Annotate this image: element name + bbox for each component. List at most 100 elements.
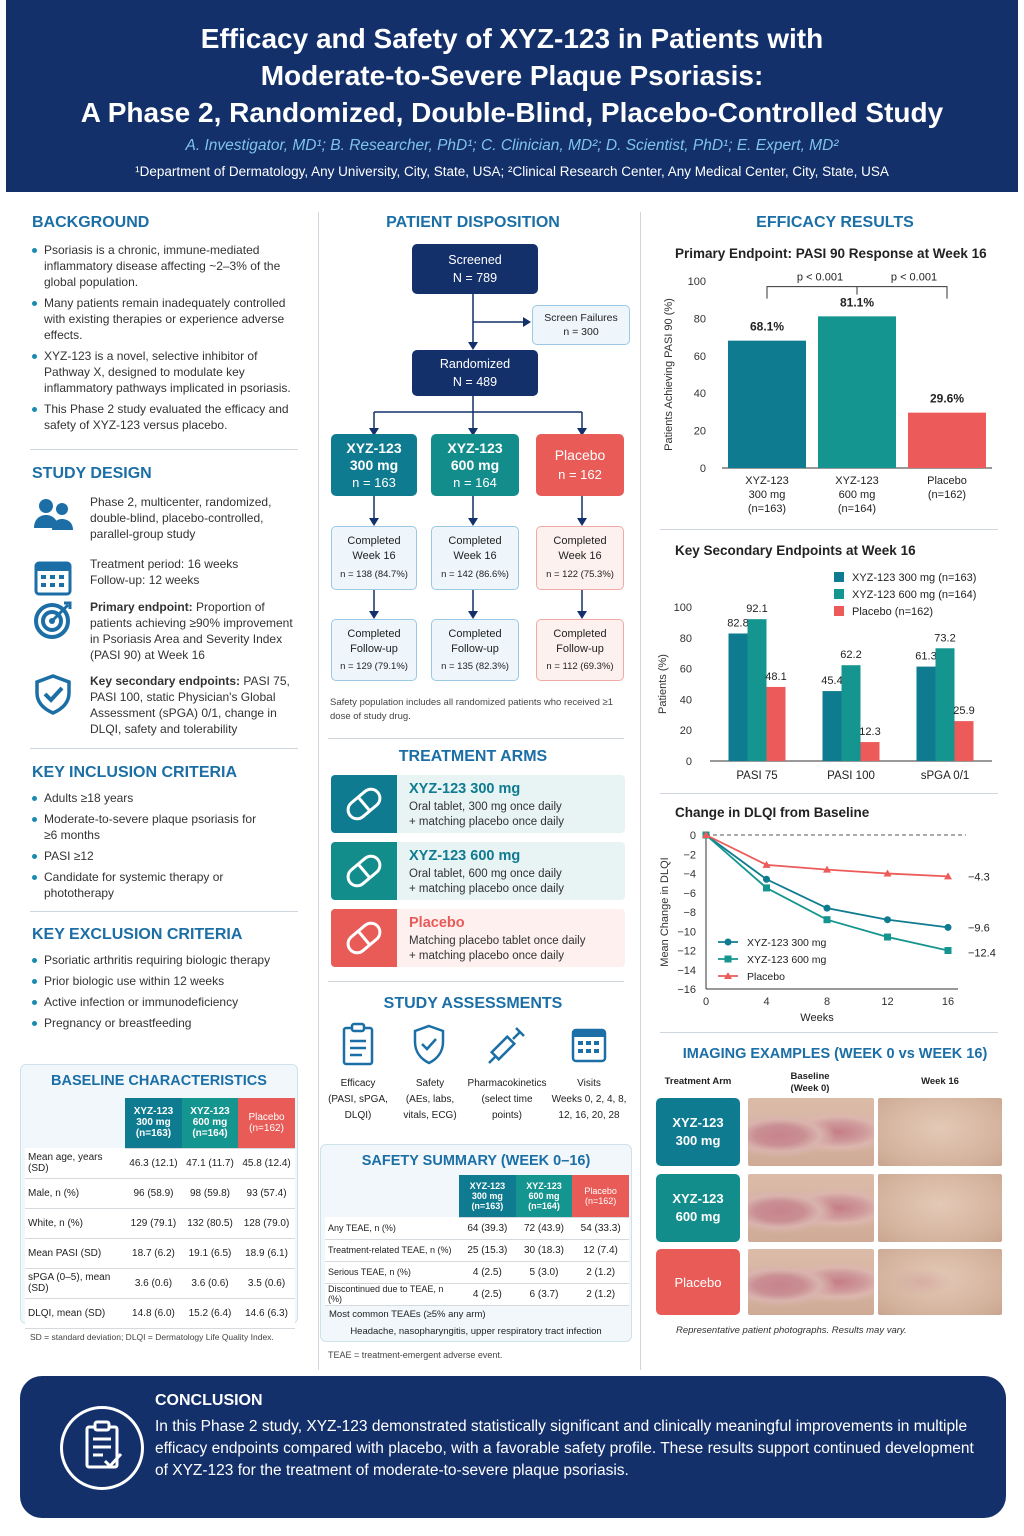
- x-tick-label: sPGA 0/1: [921, 770, 970, 782]
- x-tick-label: 12: [881, 996, 893, 1008]
- background-title: BACKGROUND: [32, 214, 150, 231]
- design-title: STUDY DESIGN: [32, 465, 152, 482]
- table-row: Male, n (%) 96 (58.9) 98 (59.8) 93 (57.4): [25, 1178, 295, 1209]
- y-tick-label: −8: [683, 907, 696, 919]
- pill-icon: [331, 909, 397, 967]
- poster-title: Efficacy and Safety of XYZ-123 in Patien…: [80, 23, 944, 128]
- followup-box: Completed Follow-up n = 112 (69.3%): [536, 619, 624, 681]
- data-label: 12.3: [859, 726, 880, 738]
- bar: [954, 721, 974, 761]
- target-icon: [34, 601, 72, 639]
- chart-title: Primary Endpoint: PASI 90 Response at We…: [675, 246, 987, 261]
- exclusion-list: Psoriatic arthritis requiring biologic t…: [30, 952, 302, 1036]
- pill-icon: [331, 775, 397, 833]
- p-value: p < 0.001: [797, 272, 843, 284]
- week16-box: Completed Week 16 n = 138 (84.7%): [331, 526, 417, 590]
- week16-box: Completed Week 16 n = 142 (86.6%): [431, 526, 519, 590]
- y-axis-label: Patients (%): [657, 654, 669, 714]
- legend-marker: [724, 938, 732, 946]
- calendar-icon: [34, 561, 72, 596]
- syringe-icon: [488, 1027, 525, 1064]
- data-point: [884, 916, 891, 924]
- end-label: −9.6: [968, 922, 990, 934]
- table-row: DLQI, mean (SD) 14.8 (6.0) 15.2 (6.4) 14.6 …: [25, 1298, 295, 1329]
- clipboard-check-icon: [60, 1406, 144, 1490]
- x-tick-label: (n=163): [748, 503, 786, 515]
- screened-box: Screened N = 789: [412, 244, 538, 294]
- y-tick-label: 40: [680, 694, 692, 706]
- y-axis-label: Mean Change in DLQI: [659, 857, 671, 966]
- common-teae: Headache, nasopharyngitis, upper respira…: [350, 1326, 602, 1337]
- x-tick-label: 300 mg: [749, 489, 786, 501]
- data-point: [944, 923, 952, 931]
- bar: [747, 619, 767, 761]
- disposition-note: Safety population includes all randomize…: [330, 697, 613, 722]
- list-item: Psoriatic arthritis requiring biologic t…: [30, 952, 302, 968]
- dlqi-chart: Change in DLQI from Baseline Mean Change …: [659, 805, 996, 1024]
- imaging-note: Representative patient photographs. Resu…: [676, 1325, 907, 1336]
- safety-table: XYZ-123 300 mg (n=163) XYZ-123 600 mg (n=164…: [325, 1175, 629, 1306]
- authors: A. Investigator, MD¹; B. Researcher, PhD…: [185, 137, 839, 154]
- legend-label: Placebo: [747, 971, 785, 983]
- bar: [822, 691, 842, 761]
- exclusion-title: KEY EXCLUSION CRITERIA: [32, 926, 243, 943]
- poster-header: Efficacy and Safety of XYZ-123 in Patien…: [6, 0, 1018, 192]
- y-tick-label: −4: [683, 869, 696, 881]
- followup-box: Completed Follow-up n = 135 (82.3%): [431, 619, 519, 681]
- baseline-photo: [748, 1249, 874, 1315]
- safety-title: SAFETY SUMMARY (WEEK 0–16): [361, 1153, 591, 1169]
- followup-box: Completed Follow-up n = 129 (79.1%): [331, 619, 417, 681]
- arm-placebo-box: Placebo n = 162: [536, 434, 624, 496]
- data-point: [944, 872, 952, 880]
- imaging-arm-300: XYZ-123 300 mg: [656, 1098, 740, 1166]
- data-point: [883, 869, 892, 877]
- data-point: [702, 831, 710, 838]
- arms-title: TREATMENT ARMS: [398, 748, 548, 765]
- y-tick-label: 80: [694, 313, 706, 325]
- background-list: Psoriasis is a chronic, immune-mediated …: [30, 242, 302, 438]
- end-label: −12.4: [968, 948, 996, 960]
- week16-photo: [878, 1098, 1002, 1166]
- legend-label: XYZ-123 600 mg: [747, 954, 827, 966]
- people-icon: [34, 499, 73, 530]
- data-point: [823, 916, 831, 924]
- list-item: Adults ≥18 years: [30, 790, 270, 806]
- legend-label: XYZ-123 300 mg: [747, 937, 827, 949]
- bar: [766, 686, 786, 761]
- legend-label: XYZ-123 600 mg (n=164): [852, 589, 976, 601]
- y-tick-label: 100: [674, 602, 692, 614]
- x-tick-label: PASI 100: [827, 770, 875, 782]
- y-tick-label: 0: [686, 756, 692, 768]
- data-point: [823, 865, 831, 873]
- data-label: 45.4: [821, 675, 842, 687]
- data-label: 62.2: [840, 649, 861, 661]
- secondary-endpoints-chart: Key Secondary Endpoints at Week 16 Patien…: [657, 543, 992, 782]
- baseline-title: BASELINE CHARACTERISTICS: [51, 1073, 267, 1089]
- y-tick-label: −14: [677, 965, 696, 977]
- assess-row: Efficacy (PASI, sPGA, DLQI) Safety (AEs, la…: [326, 1022, 626, 1122]
- efficacy-title: EFFICACY RESULTS: [756, 214, 914, 231]
- list-item: Active infection or immunodeficiency: [30, 994, 302, 1010]
- imaging-arm-600: XYZ-123 600 mg: [656, 1174, 740, 1242]
- table-row: Any TEAE, n (%) 64 (39.3) 72 (43.9) 54 (33.…: [325, 1217, 629, 1240]
- y-tick-label: −2: [683, 849, 696, 861]
- legend-label: XYZ-123 300 mg (n=163): [852, 572, 976, 584]
- pill-icon: [331, 842, 397, 900]
- data-label: 68.1%: [750, 320, 784, 334]
- y-tick-label: −6: [683, 888, 696, 900]
- baseline-note: SD = standard deviation; DLQI = Dermatol…: [30, 1332, 274, 1342]
- legend-swatch: [834, 589, 844, 599]
- table-row: Mean age, years (SD) 46.3 (12.1) 47.1 (11.…: [25, 1148, 295, 1179]
- chart-title: Key Secondary Endpoints at Week 16: [675, 543, 916, 558]
- data-point: [823, 904, 831, 912]
- y-axis-label: Patients Achieving PASI 90 (%): [663, 298, 675, 451]
- y-tick-label: 60: [680, 664, 692, 676]
- baseline-photo: [748, 1098, 874, 1166]
- assess-title: STUDY ASSESSMENTS: [383, 995, 563, 1012]
- bar: [818, 316, 896, 468]
- table-row: Mean PASI (SD) 18.7 (6.2) 19.1 (6.5) 18.9 (…: [25, 1238, 295, 1269]
- data-point: [884, 933, 891, 941]
- baseline-photo: [748, 1174, 874, 1242]
- common-teae-label: Most common TEAEs (≥5% any arm): [329, 1309, 486, 1320]
- end-label: −4.3: [968, 871, 990, 883]
